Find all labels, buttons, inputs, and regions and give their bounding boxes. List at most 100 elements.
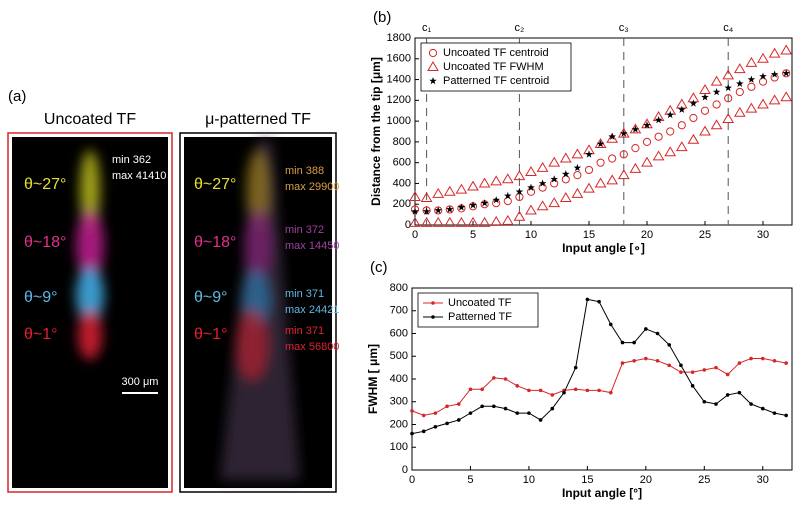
marker [666, 127, 675, 136]
y-tick-label: 1400 [387, 73, 411, 85]
marker [768, 94, 781, 105]
marker [699, 125, 711, 136]
marker [690, 370, 695, 374]
intensity-label: min 372 [285, 224, 324, 236]
image-frame [7, 132, 173, 493]
marker [606, 132, 619, 143]
y-axis-title: FWHM [ μm] [366, 344, 380, 414]
marker [597, 299, 601, 304]
reference-label: c₂ [515, 22, 525, 34]
angle-label: θ~9° [24, 289, 58, 306]
legend-label: Patterned TF [448, 311, 512, 323]
y-tick-label: 1800 [387, 32, 411, 44]
y-tick-label: 100 [390, 441, 408, 453]
marker [548, 197, 561, 208]
marker [757, 52, 769, 63]
marker [432, 187, 445, 198]
legend-label: Uncoated TF [448, 297, 512, 309]
image-title: μ-patterned TF [205, 111, 311, 128]
marker [608, 390, 613, 395]
x-axis-title: Input angle [°] [562, 486, 642, 500]
marker [608, 322, 613, 327]
angle-label: θ~1° [194, 326, 228, 343]
panel-label: (a) [8, 88, 26, 105]
marker [527, 183, 535, 191]
intensity-label: max 24421 [285, 304, 339, 316]
marker [701, 93, 709, 101]
marker [675, 141, 688, 152]
x-tick-label: 30 [757, 229, 769, 241]
marker [456, 418, 461, 422]
marker [641, 156, 653, 167]
marker [525, 204, 537, 215]
marker [536, 161, 549, 172]
marker [725, 372, 730, 377]
marker [515, 384, 520, 388]
marker [409, 216, 421, 227]
marker [722, 69, 735, 80]
legend-marker [431, 301, 435, 305]
marker [443, 216, 456, 227]
marker [724, 83, 732, 92]
marker [782, 69, 790, 77]
intensity-label: min 388 [285, 165, 324, 177]
marker [573, 365, 578, 370]
marker [584, 165, 594, 175]
intensity-label: min 371 [285, 288, 324, 300]
marker [513, 210, 526, 221]
marker [655, 359, 660, 363]
marker [733, 63, 746, 74]
marker [585, 150, 593, 158]
intensity-label: max 56800 [285, 341, 339, 353]
marker [525, 166, 537, 177]
marker [559, 152, 572, 163]
marker [654, 116, 663, 124]
marker [712, 88, 721, 96]
marker [410, 409, 414, 413]
marker [480, 387, 484, 392]
intensity-label: min 362 [112, 154, 151, 166]
marker [469, 201, 477, 209]
marker [722, 113, 735, 124]
x-tick-label: 15 [583, 229, 595, 241]
marker [594, 177, 607, 188]
marker [573, 387, 578, 392]
legend-marker [429, 77, 437, 85]
marker [443, 185, 456, 196]
x-tick-label: 25 [699, 229, 711, 241]
marker [770, 70, 779, 78]
x-tick-label: 5 [467, 474, 473, 486]
y-tick-label: 400 [390, 373, 408, 385]
marker [712, 100, 721, 109]
y-tick-label: 1000 [387, 115, 411, 127]
marker [492, 376, 496, 380]
marker [562, 170, 570, 178]
marker [725, 393, 730, 397]
marker [631, 144, 640, 153]
y-tick-label: 200 [393, 198, 411, 210]
marker [632, 359, 636, 363]
marker [585, 297, 590, 302]
reference-label: c₃ [619, 22, 629, 34]
marker [700, 106, 710, 115]
marker [737, 361, 742, 365]
legend-marker [431, 315, 435, 319]
panel-label: (b) [373, 9, 391, 26]
marker [679, 370, 683, 374]
marker [562, 390, 566, 395]
marker [679, 363, 683, 368]
marker [745, 56, 758, 67]
marker [515, 411, 520, 415]
marker [550, 393, 555, 397]
marker [689, 113, 698, 123]
marker [710, 75, 723, 86]
marker [644, 356, 648, 361]
marker [632, 340, 636, 345]
x-tick-label: 20 [640, 474, 652, 486]
marker [736, 79, 744, 87]
marker [468, 411, 473, 415]
legend-box [417, 292, 539, 328]
marker [644, 327, 648, 331]
scale-bar-label: 300 μm [122, 376, 159, 388]
